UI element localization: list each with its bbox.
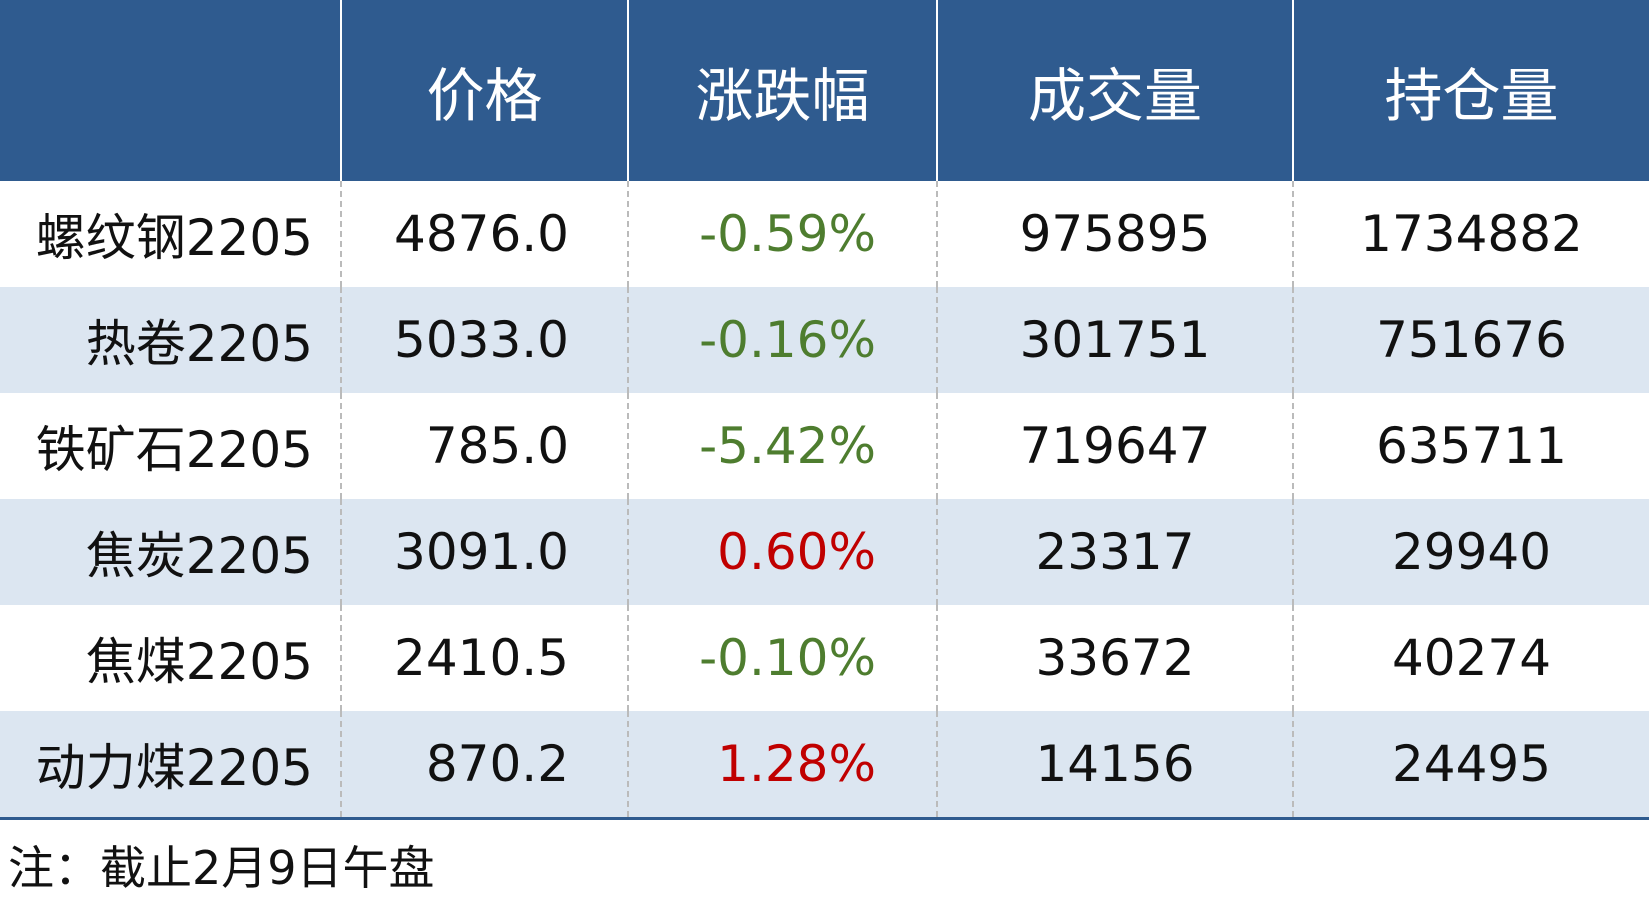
row-label: 热卷2205 — [0, 287, 340, 393]
row-label: 铁矿石2205 — [0, 393, 340, 499]
table-cell: -0.59% — [627, 181, 936, 287]
table-cell: 2410.5 — [340, 605, 627, 711]
row-label: 焦煤2205 — [0, 605, 340, 711]
table-cell: 635711 — [1292, 393, 1649, 499]
table-cell: 785.0 — [340, 393, 627, 499]
table-cell: 751676 — [1292, 287, 1649, 393]
table-cell: 1.28% — [627, 711, 936, 817]
table-cell: 1734882 — [1292, 181, 1649, 287]
table-cell: 24495 — [1292, 711, 1649, 817]
table-cell: 0.60% — [627, 499, 936, 605]
table-cell: 5033.0 — [340, 287, 627, 393]
table-cell: 301751 — [936, 287, 1292, 393]
table-cell: 4876.0 — [340, 181, 627, 287]
note: 注：截止2月9日午盘 — [8, 841, 435, 895]
table-cell: 23317 — [936, 499, 1292, 605]
table-cell: 40274 — [1292, 605, 1649, 711]
table-cell: 975895 — [936, 181, 1292, 287]
table-cell: 14156 — [936, 711, 1292, 817]
table-cell: 29940 — [1292, 499, 1649, 605]
header-cell — [0, 0, 340, 181]
header-cell: 持仓量 — [1292, 0, 1649, 181]
row-label: 螺纹钢2205 — [0, 181, 340, 287]
row-label: 动力煤2205 — [0, 711, 340, 817]
table-cell: -0.16% — [627, 287, 936, 393]
header-cell: 涨跌幅 — [627, 0, 936, 181]
table-cell: 33672 — [936, 605, 1292, 711]
row-label: 焦炭2205 — [0, 499, 340, 605]
header-cell: 成交量 — [936, 0, 1292, 181]
table-cell: 3091.0 — [340, 499, 627, 605]
header-cell: 价格 — [340, 0, 627, 181]
table-bottom-rule — [0, 816, 1649, 820]
table-cell: -5.42% — [627, 393, 936, 499]
table-cell: 870.2 — [340, 711, 627, 817]
table-cell: -0.10% — [627, 605, 936, 711]
table-cell: 719647 — [936, 393, 1292, 499]
